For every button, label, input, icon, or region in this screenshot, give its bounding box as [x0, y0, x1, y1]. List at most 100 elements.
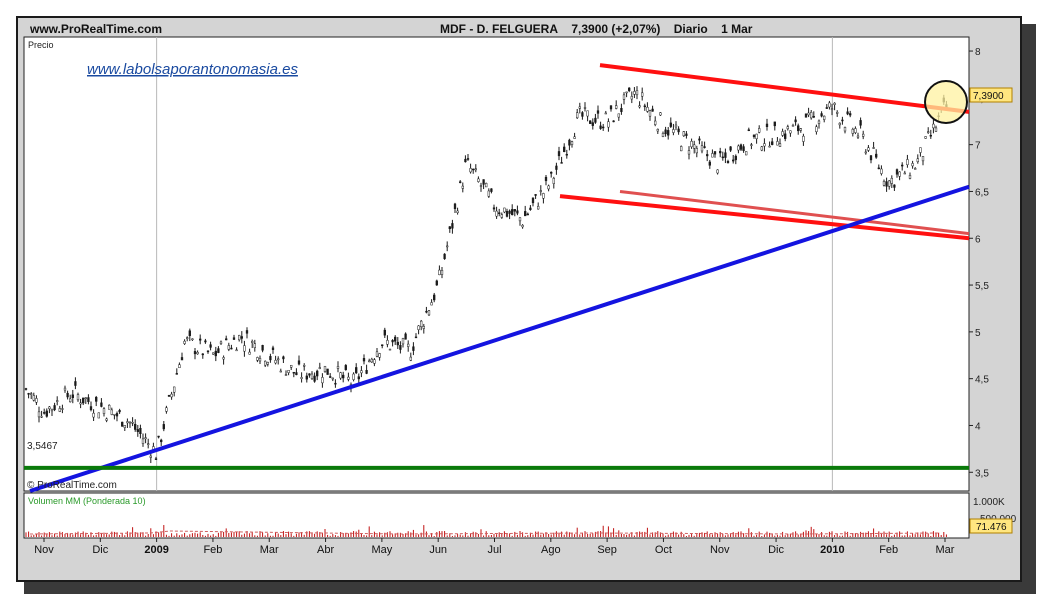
- candle-body: [115, 413, 119, 417]
- candle-body: [505, 211, 509, 217]
- candle-body: [537, 206, 540, 210]
- candle-body: [256, 357, 259, 361]
- candle-body: [186, 337, 189, 339]
- candle-body: [375, 351, 379, 357]
- candle-body: [708, 161, 711, 166]
- candle-body: [479, 185, 483, 187]
- candle-body: [183, 340, 186, 344]
- candle-body: [105, 418, 108, 421]
- candle-body: [305, 375, 308, 380]
- candle-body: [828, 102, 831, 108]
- candle-body: [823, 115, 826, 120]
- candle-body: [425, 310, 428, 313]
- candle-body: [154, 458, 158, 460]
- candle-body: [97, 412, 100, 419]
- candle-body: [862, 133, 865, 137]
- candle-body: [542, 193, 545, 199]
- candle-body: [622, 94, 626, 100]
- long-term-support-line: [29, 184, 970, 493]
- candle-body: [352, 373, 355, 380]
- candle-body: [544, 176, 548, 182]
- candle-body: [113, 413, 116, 416]
- candle-body: [461, 185, 464, 189]
- period: Diario: [673, 22, 708, 36]
- candle-body: [830, 108, 834, 110]
- candle-body: [765, 123, 769, 128]
- candle-body: [100, 402, 103, 407]
- candle-body: [492, 207, 496, 210]
- candle-body: [459, 181, 462, 183]
- candle-body: [79, 402, 82, 405]
- x-tick-label-may-6: May: [371, 544, 392, 556]
- candle-body: [898, 171, 901, 177]
- candle-body: [849, 113, 852, 116]
- candle-body: [360, 370, 363, 374]
- x-tick-label-ago-9: Ago: [541, 544, 561, 556]
- candle-body: [526, 213, 529, 216]
- candle-body: [53, 405, 56, 411]
- candle-body: [924, 136, 927, 139]
- candle-body: [474, 168, 477, 171]
- candle-body: [552, 178, 555, 184]
- candle-body: [932, 123, 935, 129]
- candle-body: [739, 144, 743, 150]
- candle-body: [321, 377, 324, 384]
- candle-body: [95, 396, 98, 402]
- candle-body: [755, 133, 758, 140]
- candle-body: [219, 341, 223, 344]
- candle-body: [204, 340, 207, 343]
- price-panel-label: Precio: [28, 40, 54, 50]
- x-tick-label-sep-10: Sep: [597, 544, 617, 556]
- candle-body: [175, 373, 178, 375]
- y-tick-label-3-5: 3,5: [975, 468, 989, 479]
- volume-ma-line: [29, 530, 941, 535]
- candle-body: [929, 134, 932, 137]
- candle-body: [399, 345, 402, 350]
- volume-tick-1000k: 1.000K: [973, 497, 1005, 508]
- candle-body: [682, 131, 685, 137]
- candle-body: [654, 120, 657, 125]
- candle-body: [786, 126, 789, 130]
- candle-body: [568, 139, 571, 146]
- candle-body: [32, 395, 35, 401]
- candle-body: [466, 158, 470, 160]
- candle-body: [633, 91, 636, 95]
- candle-body: [836, 111, 839, 114]
- candle-body: [482, 179, 485, 185]
- candle-body: [890, 178, 893, 184]
- candle-body: [318, 367, 321, 369]
- candle-body: [854, 128, 857, 133]
- candle-body: [84, 397, 87, 399]
- y-tick-label-6: 6: [975, 234, 981, 245]
- candle-body: [222, 357, 225, 360]
- candle-body: [625, 91, 628, 94]
- candle-body: [711, 153, 714, 158]
- candle-body: [227, 345, 230, 350]
- candle-body: [440, 270, 444, 275]
- candle-body: [583, 107, 587, 109]
- candle-body: [258, 357, 262, 362]
- candle-body: [253, 343, 256, 348]
- candle-body: [524, 211, 527, 217]
- candle-body: [308, 373, 311, 376]
- candle-body: [534, 194, 537, 196]
- candle-body: [875, 153, 878, 158]
- candle-body: [206, 350, 210, 353]
- candle-body: [40, 416, 43, 418]
- candle-body: [287, 369, 290, 373]
- candle-body: [178, 364, 181, 369]
- candle-body: [108, 404, 111, 410]
- candle-body: [784, 133, 787, 139]
- watermark-link[interactable]: www.labolsaporantonomasia.es: [87, 61, 298, 78]
- candle-body: [170, 393, 173, 398]
- candle-body: [404, 333, 407, 340]
- candle-body: [201, 353, 204, 356]
- channel-bottom-line: [559, 194, 970, 241]
- candle-body: [703, 146, 706, 148]
- candle-body: [235, 349, 238, 352]
- candle-body: [121, 421, 124, 427]
- candle-body: [851, 129, 854, 134]
- candle-body: [771, 141, 774, 145]
- candle-body: [700, 145, 704, 152]
